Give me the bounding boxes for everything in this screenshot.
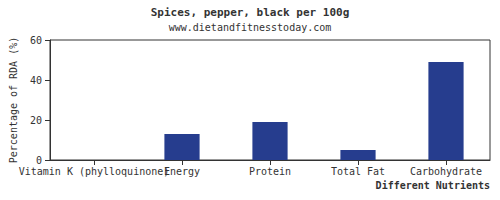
svg-text:Total Fat: Total Fat bbox=[331, 166, 385, 177]
svg-text:0: 0 bbox=[36, 155, 42, 166]
svg-text:40: 40 bbox=[30, 75, 42, 86]
svg-text:Spices, pepper, black per 100g: Spices, pepper, black per 100g bbox=[151, 6, 350, 19]
svg-text:20: 20 bbox=[30, 115, 42, 126]
svg-text:Carbohydrate: Carbohydrate bbox=[410, 166, 482, 177]
svg-text:www.dietandfitnesstoday.com: www.dietandfitnesstoday.com bbox=[169, 22, 332, 33]
svg-text:Protein: Protein bbox=[249, 166, 291, 177]
svg-text:Vitamin K (phylloquinone): Vitamin K (phylloquinone) bbox=[19, 166, 170, 177]
svg-text:Different Nutrients: Different Nutrients bbox=[376, 180, 490, 191]
svg-text:Percentage of RDA (%): Percentage of RDA (%) bbox=[8, 37, 19, 163]
svg-text:Energy: Energy bbox=[164, 166, 200, 177]
svg-text:60: 60 bbox=[30, 35, 42, 46]
